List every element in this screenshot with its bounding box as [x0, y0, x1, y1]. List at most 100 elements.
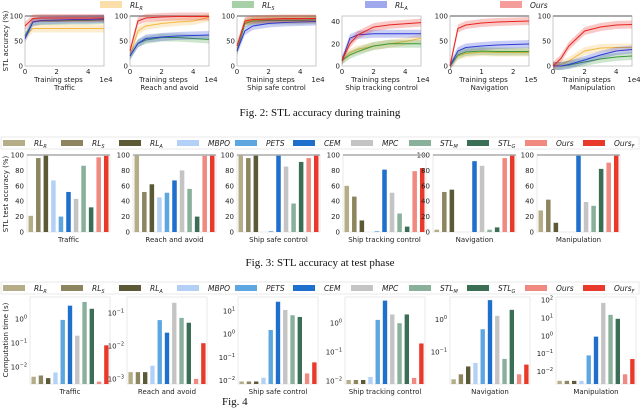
bar [276, 155, 281, 232]
legend-swatch [409, 140, 431, 146]
legend-label-sub: R [43, 144, 46, 150]
bar [472, 161, 477, 232]
y-tick-label: 0 [547, 63, 551, 71]
legend-swatch [235, 140, 257, 146]
bar [66, 191, 71, 232]
legend-swatch [232, 1, 254, 8]
bar [352, 196, 357, 232]
bar [28, 215, 34, 232]
series-line [449, 20, 530, 67]
y-tick-label: 102 [541, 296, 553, 305]
bar [346, 379, 351, 384]
legend-label-sub: A [158, 144, 163, 150]
panel-title: Manipulation [573, 388, 618, 396]
bar [344, 185, 350, 232]
series-line [341, 43, 421, 61]
legend-label: MPC [382, 139, 399, 148]
y-tick-label: 10−1 [219, 353, 235, 362]
y-tick-label-sup: 1 [550, 313, 553, 319]
bar [304, 373, 310, 384]
bar [253, 155, 259, 232]
bar [291, 203, 296, 232]
y-tick-label: 20 [525, 213, 534, 221]
x-tick-label: 0 [448, 68, 452, 76]
bar [404, 226, 410, 232]
x-axis-label: Training steps [350, 76, 400, 84]
bar [306, 158, 311, 232]
x-tick-label: 0 [340, 68, 344, 76]
legend-swatch [525, 140, 547, 146]
x-tick-label: 4 [86, 68, 91, 76]
series-band [25, 15, 104, 43]
bar [268, 330, 273, 384]
y-tick-label: 10−2 [219, 376, 235, 385]
bar [593, 336, 599, 384]
y-tick-label: 60 [331, 182, 340, 190]
y-tick-label: 100 [221, 152, 234, 160]
series-line [129, 34, 210, 57]
series-band [342, 39, 421, 65]
x-tick-label: 0 [551, 68, 555, 76]
y-tick-label: 60 [525, 182, 534, 190]
legend-label: PETS [266, 139, 285, 148]
legend-label: MBPO [208, 139, 230, 148]
legend-label: PETS [266, 284, 285, 293]
legend-swatch [583, 285, 605, 291]
y-tick-label: 100 [330, 319, 342, 328]
panel-title: Reach and avoid [138, 388, 196, 396]
bar [268, 231, 274, 232]
y-tick-label: 10−1 [11, 338, 27, 347]
y-tick-label: 100 [11, 152, 24, 160]
y-tick-label: 60 [121, 182, 130, 190]
bar [579, 380, 584, 384]
y-tick-label: 40 [331, 18, 340, 26]
y-tick-label: 50 [14, 38, 23, 46]
bar [297, 316, 302, 384]
bar [81, 165, 86, 232]
bar [164, 192, 170, 232]
legend-label: MBPO [208, 284, 230, 293]
legend-label: RLA [395, 1, 408, 12]
bar [135, 372, 141, 384]
y-tick-label: 100 [223, 330, 235, 339]
panel-title: Ship safe control [247, 84, 306, 92]
series-line [449, 50, 529, 67]
y-tick-label: 80 [15, 167, 24, 175]
legend-box [0, 281, 640, 295]
y-tick-label-sup: −2 [228, 376, 235, 382]
legend-swatch [525, 285, 547, 291]
bar [601, 302, 606, 384]
legend-swatch [119, 285, 141, 291]
legend-swatch [177, 285, 199, 291]
y-tick-label: 0 [126, 229, 130, 237]
y-tick-label: 80 [225, 167, 234, 175]
legend-label-sub: A [158, 289, 163, 295]
y-tick-label: 50 [542, 38, 551, 46]
y-tick-label: 100 [435, 13, 448, 21]
y-tick-label-sup: 0 [232, 330, 235, 336]
series-line [236, 19, 317, 52]
bar [53, 372, 58, 384]
y-tick-label: 0 [19, 63, 23, 71]
x-scale-label: 1e4 [204, 76, 218, 84]
y-tick-label: 20 [331, 40, 340, 48]
series-line [553, 49, 633, 67]
bar [368, 376, 373, 384]
legend-label-sub: M [454, 144, 459, 150]
bar [591, 205, 596, 232]
bar [495, 315, 500, 384]
y-tick-label-sup: 0 [550, 331, 553, 337]
y-tick-label: 10−1 [431, 347, 447, 356]
y-tick-label-sup: 2 [550, 296, 553, 302]
y-tick-label-sup: −1 [546, 349, 553, 355]
legend-swatch [467, 285, 489, 291]
y-tick-label-sup: −1 [117, 308, 124, 314]
x-axis-label: Training steps [561, 76, 611, 84]
y-tick-label: 0 [20, 229, 24, 237]
y-tick-label-sup: −1 [20, 338, 27, 344]
legend-swatch [365, 1, 387, 8]
bar [283, 166, 289, 232]
bar [142, 191, 147, 232]
bar [172, 302, 177, 384]
